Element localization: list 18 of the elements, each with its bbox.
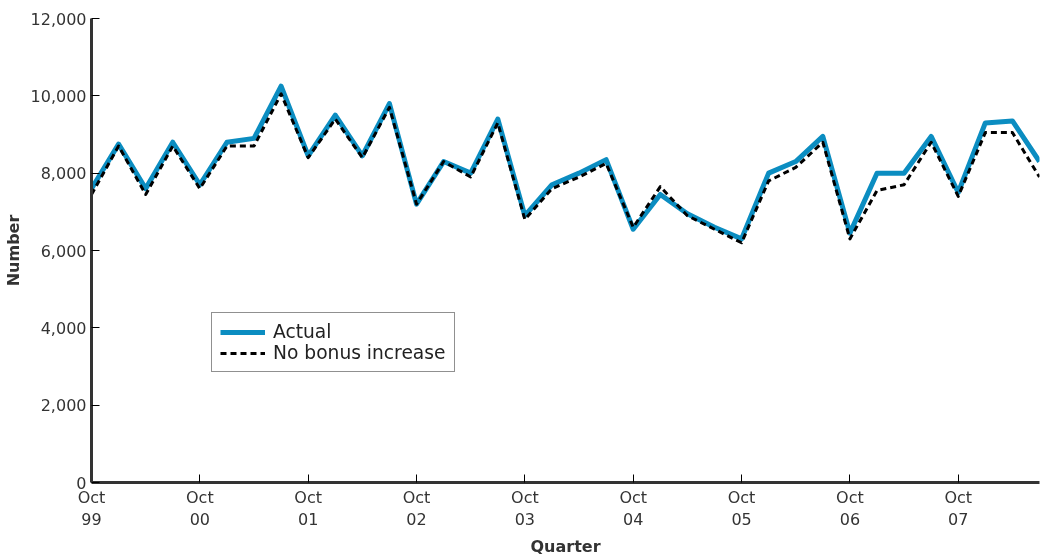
x-tick-label: Oct 06 <box>836 487 864 530</box>
legend-label: No bonus increase <box>273 342 446 363</box>
y-axis-title: Number <box>3 214 23 287</box>
y-tick-label: 10,000 <box>30 86 87 106</box>
y-tick-label: 12,000 <box>30 9 87 29</box>
x-tick-label: Oct 07 <box>944 487 973 530</box>
x-tick-label: Oct 03 <box>511 487 539 530</box>
y-tick-label: 8,000 <box>40 164 87 184</box>
legend-label: Actual <box>273 321 332 342</box>
x-axis-title: Quarter <box>530 537 601 557</box>
y-tick-label: 2,000 <box>40 396 87 416</box>
x-tick-label: Oct 01 <box>294 487 323 530</box>
y-tick-label: 4,000 <box>40 318 87 338</box>
x-tick-label: Oct 02 <box>402 487 431 530</box>
x-tick-label: Oct 00 <box>186 487 214 530</box>
y-tick-label: 6,000 <box>40 241 87 261</box>
x-tick-label: Oct 05 <box>727 487 756 530</box>
x-tick-label: Oct 04 <box>619 487 648 530</box>
